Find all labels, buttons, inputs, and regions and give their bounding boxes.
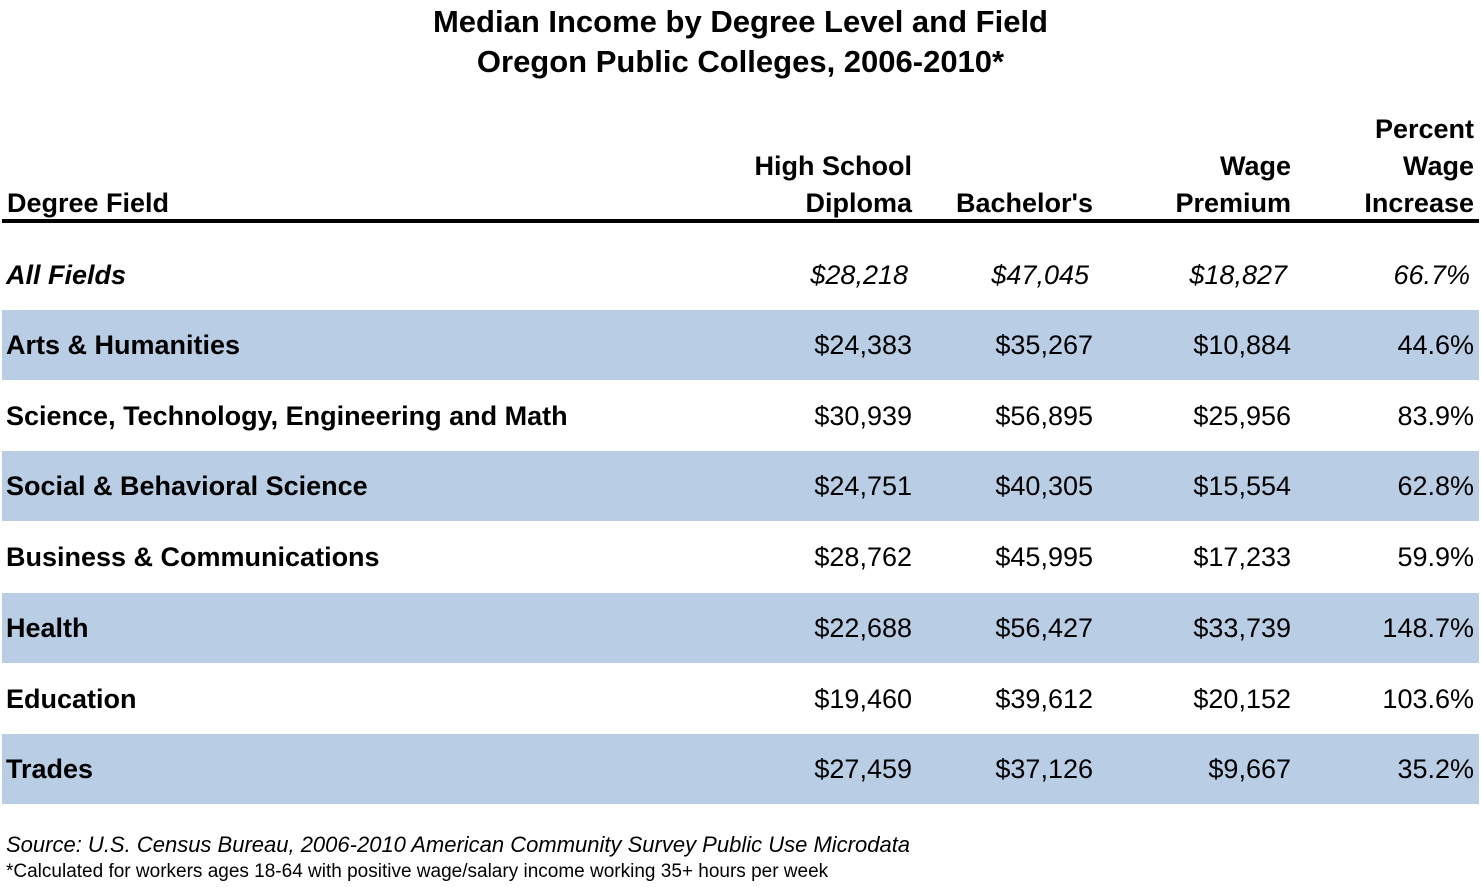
- cell-percent-increase: 103.6%: [1382, 684, 1474, 714]
- cell-wage-premium: $10,884: [1193, 330, 1291, 360]
- cell-high-school: $24,383: [814, 330, 912, 360]
- table-row-health: Health $22,688 $56,427 $33,739 148.7%: [2, 593, 1479, 663]
- cell-field: Health: [6, 613, 89, 643]
- header-high-school-line-1: High School: [754, 151, 913, 181]
- cell-wage-premium: $20,152: [1193, 684, 1291, 714]
- cell-field: Education: [6, 684, 137, 714]
- cell-bachelors: $39,612: [995, 684, 1093, 714]
- table-row-education: Education $19,460 $39,612 $20,152 103.6%: [2, 664, 1479, 734]
- table-row-arts-humanities: Arts & Humanities $24,383 $35,267 $10,88…: [2, 310, 1479, 380]
- cell-percent-increase: 35.2%: [1397, 754, 1474, 784]
- cell-percent-increase: 148.7%: [1382, 613, 1474, 643]
- cell-high-school: $28,762: [814, 542, 912, 572]
- cell-wage-premium: $15,554: [1193, 471, 1291, 501]
- cell-field: All Fields: [6, 260, 127, 290]
- header-high-school: High School Diploma: [700, 148, 913, 222]
- cell-percent-increase: 44.6%: [1397, 330, 1474, 360]
- cell-wage-premium: $18,827: [1189, 260, 1287, 290]
- cell-field: Science, Technology, Engineering and Mat…: [6, 401, 568, 431]
- cell-bachelors: $47,045: [991, 260, 1089, 290]
- chart-subtitle: Oregon Public Colleges, 2006-2010*: [476, 44, 1005, 79]
- cell-percent-increase: 62.8%: [1397, 471, 1474, 501]
- cell-field: Business & Communications: [6, 542, 380, 572]
- cell-field: Social & Behavioral Science: [6, 471, 368, 501]
- cell-bachelors: $35,267: [995, 330, 1093, 360]
- cell-field: Trades: [6, 754, 94, 784]
- cell-wage-premium: $9,667: [1208, 754, 1291, 784]
- header-bachelors-line-1: Bachelor's: [956, 188, 1093, 218]
- cell-high-school: $30,939: [814, 401, 912, 431]
- cell-percent-increase: 66.7%: [1393, 260, 1470, 290]
- cell-high-school: $24,751: [814, 471, 912, 501]
- header-bachelors: Bachelor's: [900, 185, 1093, 222]
- table-row-trades: Trades $27,459 $37,126 $9,667 35.2%: [2, 734, 1479, 804]
- chart-title: Median Income by Degree Level and Field: [432, 4, 1048, 39]
- cell-wage-premium: $33,739: [1193, 613, 1291, 643]
- cell-wage-premium: $17,233: [1193, 542, 1291, 572]
- cell-wage-premium: $25,956: [1193, 401, 1291, 431]
- table-row-social-behavioral: Social & Behavioral Science $24,751 $40,…: [2, 451, 1479, 521]
- header-percent-increase-line-1: Percent: [1374, 114, 1474, 144]
- cell-bachelors: $40,305: [995, 471, 1093, 501]
- header-percent-increase: Percent Wage Increase: [1300, 111, 1474, 222]
- header-percent-increase-line-2: Wage: [1402, 151, 1474, 181]
- header-wage-premium-line-2: Premium: [1175, 188, 1291, 218]
- cell-field: Arts & Humanities: [6, 330, 241, 360]
- cell-high-school: $19,460: [814, 684, 912, 714]
- cell-bachelors: $56,427: [995, 613, 1093, 643]
- footnote: *Calculated for workers ages 18-64 with …: [6, 861, 829, 882]
- cell-percent-increase: 59.9%: [1397, 542, 1474, 572]
- header-degree-field-line: Degree Field: [7, 188, 170, 218]
- table-row-stem: Science, Technology, Engineering and Mat…: [2, 381, 1479, 451]
- cell-high-school: $22,688: [814, 613, 912, 643]
- header-rule: [2, 219, 1479, 223]
- cell-bachelors: $45,995: [995, 542, 1093, 572]
- cell-high-school: $27,459: [814, 754, 912, 784]
- cell-bachelors: $37,126: [995, 754, 1093, 784]
- cell-percent-increase: 83.9%: [1397, 401, 1474, 431]
- header-high-school-line-2: Diploma: [805, 188, 912, 218]
- source-note: Source: U.S. Census Bureau, 2006-2010 Am…: [6, 832, 911, 857]
- table-row-business-communications: Business & Communications $28,762 $45,99…: [2, 522, 1479, 592]
- cell-high-school: $28,218: [810, 260, 908, 290]
- header-wage-premium: Wage Premium: [1100, 148, 1291, 222]
- table-row-all-fields: All Fields $28,218 $47,045 $18,827 66.7%: [2, 240, 1479, 310]
- header-wage-premium-line-1: Wage: [1219, 151, 1291, 181]
- header-percent-increase-line-3: Increase: [1364, 188, 1474, 218]
- cell-bachelors: $56,895: [995, 401, 1093, 431]
- header-degree-field: Degree Field: [7, 185, 169, 222]
